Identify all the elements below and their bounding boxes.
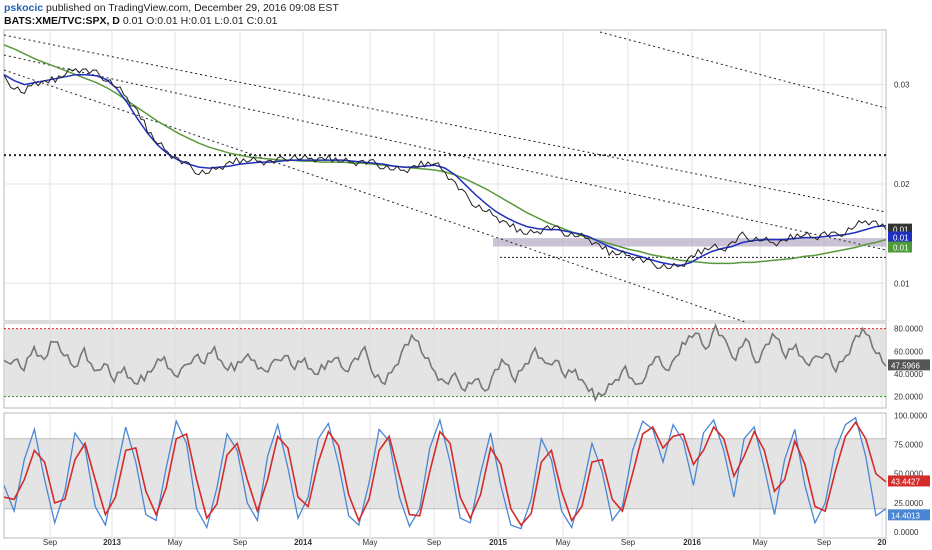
x-tick-label: 2013 xyxy=(103,538,121,547)
last-value-badge xyxy=(888,241,912,253)
stoch-last-value-badge xyxy=(888,475,930,487)
rsi-y-tick: 80.0000 xyxy=(894,325,923,334)
price-frame xyxy=(3,29,887,322)
x-tick-label: Sep xyxy=(817,538,832,547)
last-value-text: 0.01 xyxy=(893,234,909,243)
published-text: published on TradingView.com, December 2… xyxy=(46,2,339,14)
author-link[interactable]: pskocic xyxy=(4,2,44,14)
ohlc-values: 0.01 O:0.01 H:0.01 L:0.01 C:0.01 xyxy=(122,15,278,27)
x-tick-label: May xyxy=(362,538,377,547)
stoch-y-tick: 0.0000 xyxy=(894,528,919,537)
resistance-zone xyxy=(493,238,886,247)
publish-line: pskocic published on TradingView.com, De… xyxy=(4,2,339,15)
x-tick-label: 20 xyxy=(878,538,887,547)
stoch-band xyxy=(4,438,886,509)
axes: Sep 2013 May Sep 2014 May Sep 2015 May Sep 2016 May… xyxy=(43,81,930,547)
x-tick-label: 2016 xyxy=(683,538,701,547)
rsi-panel[interactable] xyxy=(3,322,887,403)
rsi-line xyxy=(3,322,887,403)
price-y-tick: 0.01 xyxy=(894,279,910,288)
stochastic-panel[interactable] xyxy=(3,416,887,530)
rsi-y-tick: 40.0000 xyxy=(894,370,923,379)
x-tick-label: May xyxy=(167,538,182,547)
rsi-last-value-badge xyxy=(888,359,930,371)
stoch-d-line xyxy=(3,420,887,527)
chart-header: pskocic published on TradingView.com, De… xyxy=(4,2,339,28)
price-y-tick: 0.03 xyxy=(894,81,910,90)
x-tick-label: Sep xyxy=(233,538,248,547)
symbol-line: BATS:XME/TVC:SPX, D 0.01 O:0.01 H:0.01 L… xyxy=(4,15,339,28)
stoch-last-value-text: 43.4427 xyxy=(891,477,920,486)
channel-line xyxy=(3,69,746,323)
stoch-y-tick: 50.0000 xyxy=(894,470,923,479)
stoch-last-value-text: 14.4013 xyxy=(891,511,920,520)
x-tick-label: Sep xyxy=(621,538,636,547)
x-tick-label: 2015 xyxy=(489,538,507,547)
last-value-text: 0.01 xyxy=(893,226,909,235)
stoch-y-tick: 75.0000 xyxy=(894,441,923,450)
last-value-text: 0.01 xyxy=(893,244,909,253)
stoch-y-tick: 25.0000 xyxy=(894,499,923,508)
price-y-tick: 0.02 xyxy=(894,180,910,189)
last-value-badge xyxy=(888,231,912,243)
last-value-badge xyxy=(888,223,912,235)
rsi-y-tick: 20.0000 xyxy=(894,393,923,402)
stoch-last-value-badge xyxy=(888,509,930,521)
channel-line xyxy=(599,31,887,109)
ema-fast-line xyxy=(3,73,887,267)
x-tick-label: Sep xyxy=(43,538,58,547)
channel-line xyxy=(3,54,887,251)
rsi-y-tick: 60.0000 xyxy=(894,347,923,356)
rsi-last-value-text: 47.5966 xyxy=(891,361,920,370)
price-panel[interactable] xyxy=(3,31,887,323)
x-tick-label: May xyxy=(752,538,767,547)
price-series-line xyxy=(3,67,887,270)
symbol-label: BATS:XME/TVC:SPX, D xyxy=(4,15,120,27)
rsi-band xyxy=(4,328,886,397)
x-tick-label: Sep xyxy=(427,538,442,547)
stoch-y-tick: 100.0000 xyxy=(894,411,928,420)
x-tick-label: May xyxy=(555,538,570,547)
x-tick-label: 2014 xyxy=(294,538,312,547)
